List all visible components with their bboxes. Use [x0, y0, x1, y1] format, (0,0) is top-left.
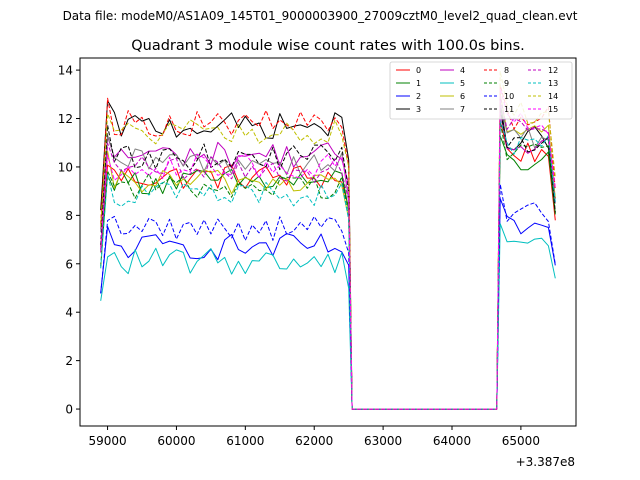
series-line-13 — [100, 119, 556, 410]
series-line-10 — [100, 183, 556, 410]
legend-label-9: 9 — [504, 79, 509, 88]
x-tick-label: 59000 — [88, 434, 126, 448]
x-tick-label: 64000 — [433, 434, 471, 448]
legend-label-13: 13 — [548, 79, 558, 88]
legend-label-3: 3 — [416, 105, 421, 114]
x-axis: 59000 60000 61000 62000 63000 64000 65000 — [88, 426, 540, 448]
figure-suptitle: Data file: modeM0/AS1A09_145T01_90000039… — [63, 9, 578, 23]
legend-label-0: 0 — [416, 66, 421, 75]
x-tick-label: 60000 — [157, 434, 195, 448]
legend-label-4: 4 — [460, 66, 465, 75]
legend-label-10: 10 — [504, 92, 514, 101]
legend-label-15: 15 — [548, 105, 558, 114]
y-axis: 0 2 4 6 8 10 12 14 — [58, 64, 80, 417]
legend-label-7: 7 — [460, 105, 465, 114]
x-tick-label: 62000 — [295, 434, 333, 448]
legend-label-12: 12 — [548, 66, 558, 75]
y-tick-label: 0 — [65, 403, 73, 417]
chart-title: Quadrant 3 module wise count rates with … — [131, 38, 525, 54]
legend-label-1: 1 — [416, 79, 421, 88]
y-tick-label: 12 — [58, 112, 73, 126]
y-tick-label: 6 — [65, 257, 73, 271]
y-tick-label: 14 — [58, 64, 73, 78]
axes-frame — [79, 57, 577, 427]
legend-label-5: 5 — [460, 79, 465, 88]
y-tick-label: 10 — [58, 160, 73, 174]
x-axis-offset-label: +3.387e8 — [516, 455, 575, 469]
legend-label-8: 8 — [504, 66, 509, 75]
legend-label-14: 14 — [548, 92, 558, 101]
y-tick-label: 8 — [65, 209, 73, 223]
x-tick-label: 65000 — [502, 434, 540, 448]
x-tick-label: 63000 — [364, 434, 402, 448]
y-tick-label: 2 — [65, 354, 73, 368]
y-tick-label: 4 — [65, 306, 73, 320]
legend-label-6: 6 — [460, 92, 465, 101]
legend-label-2: 2 — [416, 92, 421, 101]
legend-box — [389, 61, 573, 120]
legend-label-11: 11 — [504, 105, 514, 114]
x-tick-label: 61000 — [226, 434, 264, 448]
series-lines — [100, 70, 556, 410]
